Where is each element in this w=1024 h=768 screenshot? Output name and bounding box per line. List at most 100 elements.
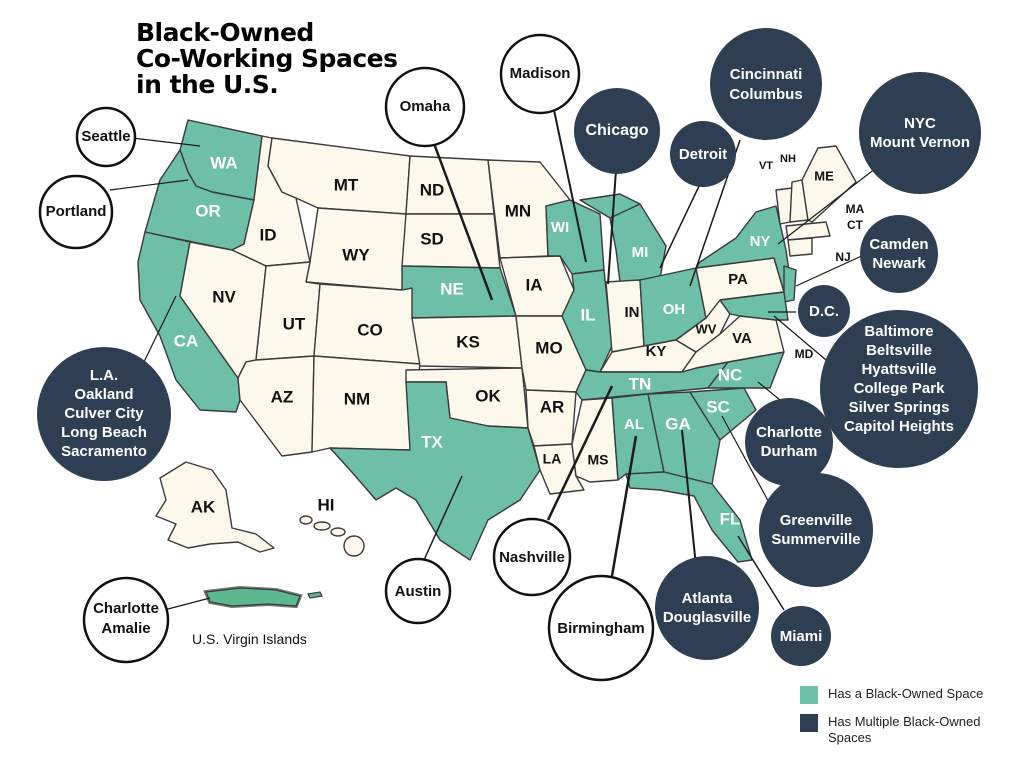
city-miami: Miami	[780, 628, 823, 645]
legend-single-label: Has a Black-Owned Space	[828, 686, 984, 701]
label-mt: MT	[334, 175, 359, 194]
state-ct[interactable]	[787, 237, 813, 257]
city-dc: D.C.	[809, 303, 839, 320]
label-hi: HI	[318, 495, 335, 514]
city-austin: Austin	[395, 583, 442, 600]
bubble-dc[interactable]: D.C.	[798, 285, 850, 337]
label-ok: OK	[475, 386, 501, 405]
bubble-cincinnati[interactable]: Cincinnati Columbus	[710, 28, 822, 140]
state-fl[interactable]	[625, 471, 753, 563]
bubble-seattle[interactable]: Seattle	[75, 106, 137, 168]
city-charlotte-nc-2: Durham	[761, 443, 818, 460]
state-ny[interactable]	[695, 205, 791, 293]
state-ms[interactable]	[571, 397, 619, 483]
city-charlotte-amalie-2: Amalie	[101, 620, 150, 637]
label-tn: TN	[629, 374, 652, 393]
title-line-1: Black-Owned	[136, 18, 314, 47]
state-md[interactable]	[719, 291, 789, 321]
bubbles: Seattle Portland Omaha Madison Nashville…	[37, 28, 981, 682]
bubble-nashville[interactable]: Nashville	[492, 517, 572, 597]
state-labels: WA OR CA ID NV MT WY UT AZ CO NM ND SD N…	[174, 153, 865, 529]
city-la-1: L.A.	[90, 367, 118, 384]
bubble-madison[interactable]: Madison	[499, 33, 581, 115]
city-la-2: Oakland	[74, 386, 133, 403]
label-pa: PA	[728, 271, 748, 288]
virgin-islands-label: U.S. Virgin Islands	[192, 631, 307, 647]
label-sc: SC	[706, 397, 730, 416]
city-baltimore-1: Baltimore	[864, 323, 933, 340]
bubble-camden[interactable]: Camden Newark	[860, 215, 938, 293]
label-ga: GA	[665, 414, 691, 433]
state-ak[interactable]	[155, 461, 275, 553]
label-nc: NC	[718, 365, 743, 384]
state-nj[interactable]	[783, 265, 797, 303]
bubble-chicago[interactable]: Chicago	[574, 88, 660, 174]
title-line-3: in the U.S.	[136, 70, 279, 99]
label-va: VA	[732, 330, 752, 347]
state-tx[interactable]	[329, 381, 541, 561]
city-nashville: Nashville	[499, 549, 565, 566]
label-wv: WV	[696, 321, 717, 336]
bubble-birmingham[interactable]: Birmingham	[547, 574, 655, 682]
title-line-2: Co-Working Spaces	[136, 44, 398, 73]
label-ma: MA	[846, 202, 865, 216]
city-madison: Madison	[510, 65, 571, 82]
state-ma[interactable]	[785, 221, 831, 241]
bubble-omaha[interactable]: Omaha	[384, 66, 466, 148]
city-omaha: Omaha	[400, 98, 452, 115]
legend-swatch-navy	[800, 714, 818, 732]
city-charlotte-nc-1: Charlotte	[756, 424, 822, 441]
label-mo: MO	[535, 338, 562, 357]
bubble-austin[interactable]: Austin	[384, 557, 452, 625]
label-ms: MS	[588, 452, 609, 468]
bubble-miami[interactable]: Miami	[771, 606, 831, 666]
bubble-la[interactable]: L.A. Oakland Culver City Long Beach Sacr…	[37, 347, 171, 481]
city-camden-2: Newark	[872, 255, 926, 272]
bubble-charlotte-nc[interactable]: Charlotte Durham	[745, 398, 833, 486]
city-greenville-2: Summerville	[771, 531, 860, 548]
label-ak: AK	[191, 497, 216, 516]
city-baltimore-2: Beltsville	[866, 342, 932, 359]
bubble-greenville[interactable]: Greenville Summerville	[759, 473, 873, 587]
state-sc[interactable]	[689, 387, 757, 441]
state-sd[interactable]	[401, 213, 501, 269]
city-portland: Portland	[46, 203, 107, 220]
label-ne: NE	[440, 279, 464, 298]
label-la: LA	[543, 451, 562, 467]
city-atlanta-1: Atlanta	[682, 590, 733, 607]
state-ga[interactable]	[647, 391, 721, 485]
label-wy: WY	[342, 245, 370, 264]
label-nv: NV	[212, 287, 236, 306]
state-nc[interactable]	[707, 351, 785, 389]
bubble-charlotte-amalie[interactable]: Charlotte Amalie	[82, 576, 170, 664]
label-mi: MI	[632, 244, 649, 261]
label-nh: NH	[780, 153, 796, 165]
city-birmingham: Birmingham	[557, 620, 645, 637]
city-greenville-1: Greenville	[780, 512, 853, 529]
city-la-3: Culver City	[64, 405, 144, 422]
label-id: ID	[260, 225, 277, 244]
label-or: OR	[195, 201, 221, 220]
bubble-atlanta[interactable]: Atlanta Douglasville	[655, 556, 759, 660]
label-vt: VT	[759, 160, 773, 172]
city-nyc-1: NYC	[904, 115, 936, 132]
bubble-nyc[interactable]: NYC Mount Vernon	[859, 72, 981, 194]
legend-swatch-green	[800, 686, 818, 704]
label-oh: OH	[663, 301, 686, 318]
city-camden-1: Camden	[869, 236, 928, 253]
city-seattle: Seattle	[81, 128, 130, 145]
leader-lines	[109, 109, 877, 611]
city-atlanta-2: Douglasville	[663, 609, 751, 626]
city-baltimore-5: Silver Springs	[849, 399, 950, 416]
label-ut: UT	[283, 314, 306, 333]
state-vi[interactable]	[203, 585, 323, 609]
label-ky: KY	[646, 343, 667, 360]
city-la-4: Long Beach	[61, 424, 147, 441]
label-wa: WA	[210, 153, 237, 172]
bubble-baltimore[interactable]: Baltimore Beltsville Hyattsville College…	[820, 310, 978, 468]
label-ca: CA	[174, 331, 199, 350]
state-hi[interactable]	[299, 515, 365, 557]
bubble-portland[interactable]: Portland	[38, 174, 114, 250]
bubble-detroit[interactable]: Detroit	[670, 121, 736, 187]
city-baltimore-4: College Park	[854, 380, 946, 397]
